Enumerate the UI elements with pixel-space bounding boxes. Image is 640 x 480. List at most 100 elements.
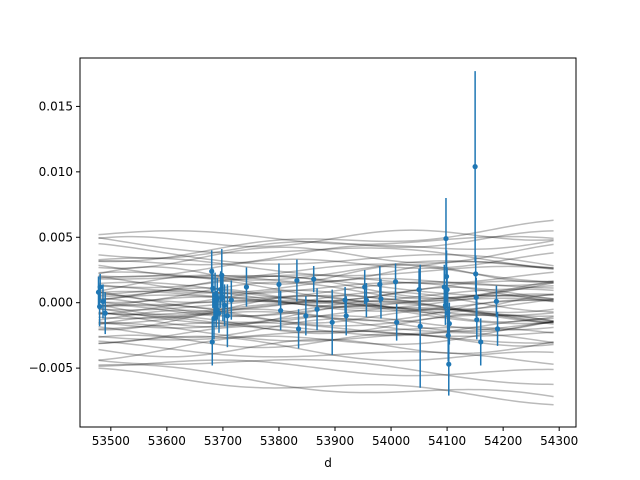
data-point-43 — [445, 310, 451, 316]
data-point-8 — [211, 315, 217, 321]
sample-curve-46 — [98, 330, 554, 344]
x-tick-label-0: 53500 — [92, 434, 130, 448]
y-tick-label-2: 0.005 — [39, 230, 73, 244]
sample-curve-51 — [98, 338, 554, 358]
data-point-28 — [342, 297, 348, 303]
data-point-35 — [394, 319, 400, 325]
data-point-16 — [221, 302, 228, 308]
data-point-50 — [474, 317, 480, 323]
sample-curve-47 — [98, 317, 554, 344]
data-point-47 — [472, 164, 478, 170]
sample-curve-16 — [98, 281, 554, 303]
sample-curve-33 — [98, 300, 554, 318]
sample-curve-48 — [98, 335, 554, 362]
sample-curve-30 — [98, 301, 554, 317]
data-point-23 — [295, 326, 302, 332]
data-point-22 — [294, 277, 300, 284]
data-point-29 — [343, 313, 349, 319]
sample-curve-6 — [98, 239, 554, 266]
data-point-52 — [493, 298, 500, 304]
sample-curve-12 — [98, 275, 554, 302]
plot-frame — [79, 57, 577, 428]
sample-curve-23 — [98, 291, 554, 313]
data-point-20 — [276, 281, 282, 287]
data-point-10 — [213, 306, 219, 312]
sample-curve-56 — [98, 236, 554, 271]
data-point-3 — [100, 298, 106, 304]
data-point-41 — [443, 273, 450, 280]
data-point-17 — [224, 313, 230, 319]
data-point-49 — [473, 294, 479, 301]
sample-curve-11 — [98, 260, 554, 281]
data-point-45 — [446, 361, 452, 367]
x-tick-label-4: 53900 — [316, 434, 354, 448]
data-point-21 — [278, 307, 284, 314]
y-tick-label-0: −0.005 — [29, 361, 73, 375]
data-point-46 — [446, 321, 452, 327]
data-point-15 — [220, 294, 226, 301]
y-axis-ticks: −0.005 0.000 0.005 0.010 0.015 — [29, 99, 80, 375]
x-axis-label: d — [324, 456, 332, 470]
sample-curve-53 — [98, 359, 554, 377]
sample-curve-43 — [98, 313, 554, 335]
data-point-44 — [445, 332, 451, 339]
y-tick-label-1: 0.000 — [39, 296, 73, 310]
sample-curve-35 — [98, 298, 554, 320]
sample-curve-3 — [98, 230, 554, 259]
sample-curve-58 — [98, 321, 554, 361]
x-tick-label-7: 54200 — [484, 434, 522, 448]
data-point-2 — [97, 284, 103, 290]
sample-curve-27 — [98, 280, 554, 303]
sample-curve-21 — [98, 289, 554, 312]
sample-curve-55 — [98, 367, 554, 406]
sample-curve-2 — [98, 242, 554, 267]
sample-curve-15 — [98, 260, 554, 292]
sample-curve-4 — [98, 243, 554, 270]
sample-curve-20 — [98, 286, 554, 302]
sample-curve-52 — [98, 358, 554, 386]
data-point-53 — [494, 326, 501, 332]
x-tick-label-3: 53800 — [260, 434, 298, 448]
data-point-33 — [378, 296, 384, 302]
sample-curve-38 — [98, 312, 554, 334]
sample-curve-13 — [98, 271, 554, 289]
sample-curve-36 — [98, 310, 554, 333]
sample-curve-45 — [98, 318, 554, 339]
x-tick-label-1: 53600 — [148, 434, 186, 448]
data-point-30 — [362, 284, 368, 290]
data-point-42 — [444, 287, 450, 293]
sample-curve-37 — [98, 308, 554, 324]
x-tick-label-5: 54000 — [372, 434, 410, 448]
sample-curve-44 — [98, 321, 554, 344]
data-point-7 — [210, 285, 216, 291]
data-point-26 — [314, 306, 320, 312]
sample-curve-1 — [98, 229, 554, 248]
sample-curve-8 — [98, 252, 554, 278]
data-point-1 — [97, 304, 103, 310]
x-axis-ticks: 53500 53600 53700 53800 53900 54000 54100 54200… — [92, 427, 578, 448]
sample-curve-49 — [98, 332, 554, 349]
sample-curve-41 — [98, 299, 554, 331]
data-point-4 — [102, 310, 108, 316]
data-point-11 — [214, 296, 220, 302]
data-point-5 — [209, 268, 215, 274]
data-point-37 — [417, 323, 423, 329]
data-point-14 — [219, 272, 225, 278]
sample-curve-19 — [98, 280, 554, 304]
y-tick-label-4: 0.015 — [39, 99, 73, 113]
data-point-39 — [442, 302, 449, 308]
data-point-13 — [218, 287, 224, 293]
data-point-32 — [377, 281, 383, 287]
sample-curve-28 — [98, 297, 554, 324]
data-point-31 — [363, 297, 369, 303]
y-tick-label-3: 0.010 — [39, 165, 73, 179]
sample-curve-54 — [98, 363, 554, 398]
sample-curve-42 — [98, 321, 554, 338]
sample-curve-34 — [98, 306, 554, 325]
data-point-24 — [303, 313, 309, 319]
sample-curve-32 — [98, 303, 554, 327]
data-point-34 — [392, 279, 399, 285]
sample-curve-50 — [98, 340, 554, 366]
